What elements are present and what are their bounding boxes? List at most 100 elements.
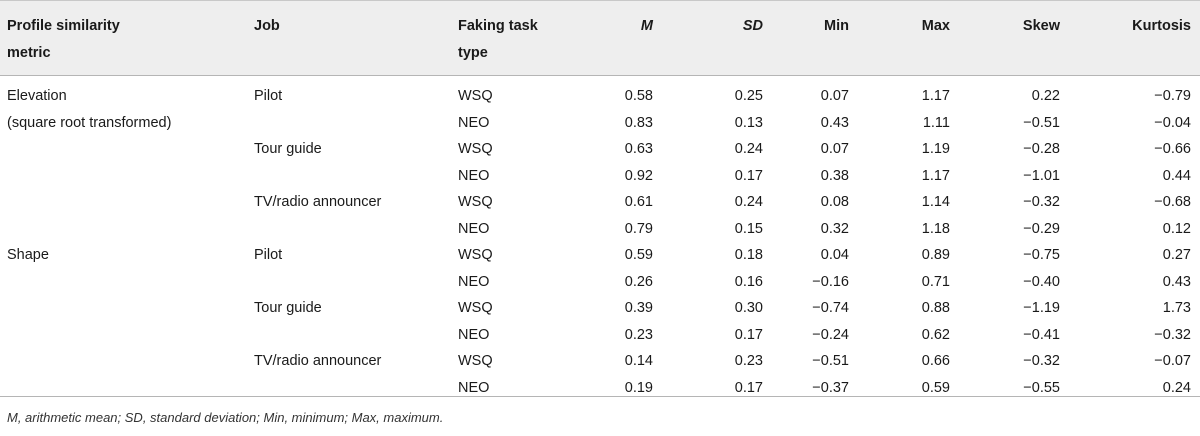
faking-task-type-cell: NEO [458,326,490,343]
skew-cell: −0.75 [1023,247,1060,263]
job-cell: Pilot [254,88,283,104]
job-cell: TV/radio announcer [254,353,382,369]
table-row: NEO 0.23 0.17 −0.24 0.62 −0.41 −0.32 [0,322,1200,349]
min-cell: −0.51 [812,353,849,369]
kurtosis-cell: −0.79 [1154,88,1191,104]
m-cell: 0.79 [624,220,653,237]
skew-cell: −0.28 [1023,141,1060,157]
metric-cell: (square root transformed) [7,114,172,131]
max-cell: 0.62 [921,326,950,343]
min-cell: 0.07 [820,88,849,104]
table-row: Elevation Pilot WSQ 0.58 0.25 0.07 1.17 0.22 −0.… [0,83,1200,110]
sd-cell: 0.15 [734,220,763,237]
kurtosis-cell: −0.04 [1154,114,1191,131]
max-cell: 1.17 [921,167,950,184]
min-cell: −0.16 [812,273,849,290]
skew-cell: −1.19 [1023,300,1060,316]
table-row: (square root transformed) NEO 0.83 0.13 0.43… [0,110,1200,137]
header-skew: Skew [1022,18,1060,34]
table-row: TV/radio announcer WSQ 0.14 0.23 −0.51 0.66 −0… [0,348,1200,375]
faking-task-type-cell: WSQ [458,300,493,316]
metric-cell: Elevation [7,88,67,104]
faking-task-type-cell: WSQ [458,141,493,157]
faking-task-type-cell: NEO [458,114,490,131]
sd-cell: 0.24 [734,194,763,210]
max-cell: 1.18 [921,220,950,237]
sd-cell: 0.17 [734,379,763,396]
header-type-line2: type [458,45,488,61]
min-cell: 0.43 [820,114,849,131]
m-cell: 0.61 [624,194,653,210]
table-row: TV/radio announcer WSQ 0.61 0.24 0.08 1.14 −0.… [0,189,1200,216]
job-cell: Tour guide [254,141,322,157]
header-m: M [640,18,653,34]
table-footnote: M, arithmetic mean; SD, standard deviati… [7,410,444,425]
max-cell: 1.17 [921,88,950,104]
m-cell: 0.92 [624,167,653,184]
skew-cell: −0.51 [1023,114,1060,131]
m-cell: 0.63 [624,141,653,157]
min-cell: 0.08 [820,194,849,210]
kurtosis-cell: 0.43 [1162,273,1191,290]
m-cell: 0.23 [624,326,653,343]
header-job: Job [254,18,280,34]
skew-cell: −0.32 [1023,194,1060,210]
faking-task-type-cell: WSQ [458,88,493,104]
table-row: NEO 0.79 0.15 0.32 1.18 −0.29 0.12 [0,216,1200,243]
max-cell: 1.19 [921,141,950,157]
kurtosis-cell: −0.07 [1154,353,1191,369]
sd-cell: 0.30 [734,300,763,316]
sd-cell: 0.24 [734,141,763,157]
m-cell: 0.39 [624,300,653,316]
table-row: NEO 0.92 0.17 0.38 1.17 −1.01 0.44 [0,163,1200,190]
header-metric: Profile similarity metric [7,13,237,67]
kurtosis-cell: 0.27 [1162,247,1191,263]
kurtosis-cell: −0.66 [1154,141,1191,157]
job-cell: TV/radio announcer [254,194,382,210]
table-row: Tour guide WSQ 0.39 0.30 −0.74 0.88 −1.19 1.73 [0,295,1200,322]
max-cell: 0.71 [921,273,950,290]
min-cell: 0.04 [820,247,849,263]
max-cell: 0.89 [921,247,950,263]
table-body: Elevation Pilot WSQ 0.58 0.25 0.07 1.17 0.22 −0.… [0,76,1200,397]
faking-task-type-cell: NEO [458,273,490,290]
m-cell: 0.58 [624,88,653,104]
header-metric-line1: Profile similarity [7,18,120,34]
table-header: Profile similarity metric Job Faking tas… [0,0,1200,76]
statistics-table: Profile similarity metric Job Faking tas… [0,0,1200,397]
kurtosis-cell: −0.32 [1154,326,1191,343]
kurtosis-cell: 0.44 [1162,167,1191,184]
faking-task-type-cell: NEO [458,220,490,237]
header-sd: SD [742,18,763,34]
m-cell: 0.83 [624,114,653,131]
header-type-line1: Faking task [458,18,538,34]
m-cell: 0.14 [624,353,653,369]
faking-task-type-cell: NEO [458,167,490,184]
sd-cell: 0.17 [734,167,763,184]
kurtosis-cell: 1.73 [1162,300,1191,316]
table-row: Shape Pilot WSQ 0.59 0.18 0.04 0.89 −0.75 0.27 [0,242,1200,269]
min-cell: −0.37 [812,379,849,396]
header-min: Min [824,18,849,34]
min-cell: 0.07 [820,141,849,157]
header-faking-task-type: Faking task type [458,13,578,67]
sd-cell: 0.18 [734,247,763,263]
sd-cell: 0.13 [734,114,763,131]
sd-cell: 0.23 [734,353,763,369]
faking-task-type-cell: NEO [458,379,490,396]
sd-cell: 0.25 [734,88,763,104]
faking-task-type-cell: WSQ [458,194,493,210]
min-cell: −0.24 [812,326,849,343]
header-kurtosis: Kurtosis [1132,18,1191,34]
max-cell: 1.14 [921,194,950,210]
m-cell: 0.59 [624,247,653,263]
min-cell: 0.32 [820,220,849,237]
max-cell: 0.59 [921,379,950,396]
job-cell: Pilot [254,247,283,263]
kurtosis-cell: 0.12 [1162,220,1191,237]
max-cell: 0.88 [921,300,950,316]
kurtosis-cell: 0.24 [1162,379,1191,396]
sd-cell: 0.16 [734,273,763,290]
min-cell: 0.38 [820,167,849,184]
max-cell: 0.66 [921,353,950,369]
